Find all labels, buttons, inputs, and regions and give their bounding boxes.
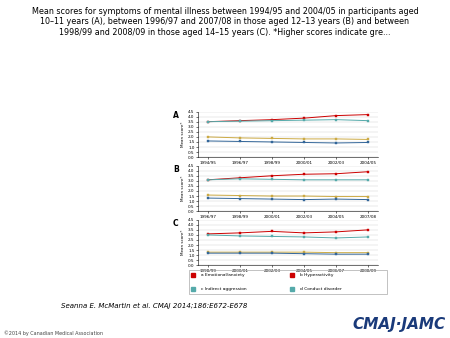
Text: A: A xyxy=(173,111,179,120)
Text: a Emotional/anxiety: a Emotional/anxiety xyxy=(201,273,244,277)
Y-axis label: Mean score*: Mean score* xyxy=(181,230,185,255)
Text: Mean scores for symptoms of mental illness between 1994/95 and 2004/05 in partic: Mean scores for symptoms of mental illne… xyxy=(32,7,419,37)
Text: C: C xyxy=(173,219,178,228)
Y-axis label: Mean score*: Mean score* xyxy=(181,122,185,147)
Text: B: B xyxy=(173,165,179,174)
Text: d Conduct disorder: d Conduct disorder xyxy=(300,287,342,291)
Text: CMAJ·JAMC: CMAJ·JAMC xyxy=(352,317,446,332)
Text: b Hyperactivity: b Hyperactivity xyxy=(300,273,333,277)
Text: ©2014 by Canadian Medical Association: ©2014 by Canadian Medical Association xyxy=(4,330,104,336)
Text: Seanna E. McMartin et al. CMAJ 2014;186:E672-E678: Seanna E. McMartin et al. CMAJ 2014;186:… xyxy=(61,303,248,309)
Text: c Indirect aggression: c Indirect aggression xyxy=(201,287,247,291)
Y-axis label: Mean score*: Mean score* xyxy=(181,176,185,201)
